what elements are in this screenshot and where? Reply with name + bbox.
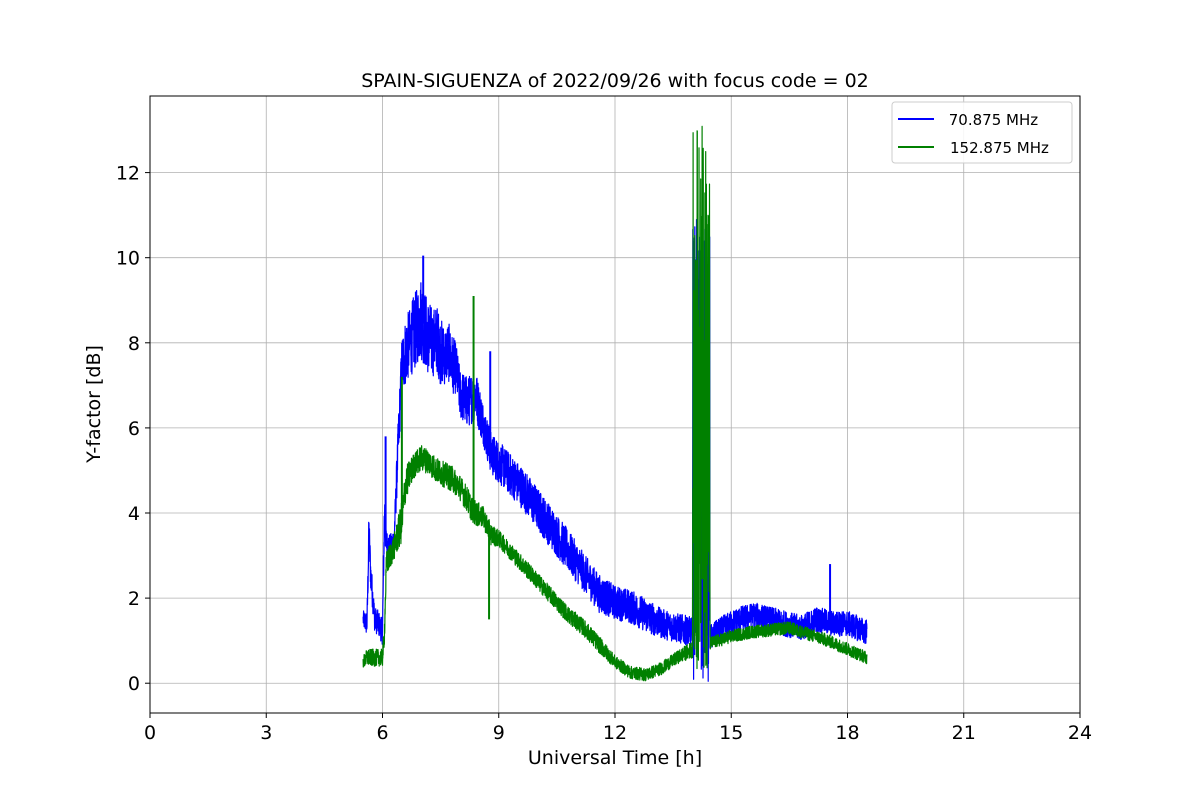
x-tick-label: 15: [719, 722, 743, 744]
y-tick-label: 10: [116, 248, 140, 270]
x-tick-label: 21: [952, 722, 976, 744]
x-tick-label: 9: [493, 722, 505, 744]
x-tick-label: 12: [603, 722, 627, 744]
y-tick-label: 4: [128, 503, 140, 525]
legend: 70.875 MHz 152.875 MHz: [891, 101, 1073, 164]
y-tick-label: 12: [116, 163, 140, 185]
x-tick-label: 6: [376, 722, 388, 744]
series-layer: [362, 125, 868, 682]
y-tick-label: 8: [128, 333, 140, 355]
y-tick-label: 2: [128, 588, 140, 610]
series-line-0: [362, 219, 868, 682]
y-tick-label: 0: [128, 673, 140, 695]
x-tick-label: 3: [260, 722, 272, 744]
legend-box: [891, 101, 1073, 164]
legend-label-152-mhz: 152.875 MHz: [950, 139, 1049, 157]
legend-label-70-mhz: 70.875 MHz: [944, 111, 1038, 129]
y-tick-label: 6: [128, 418, 140, 440]
grid: [149, 96, 1081, 713]
x-tick-label: 0: [144, 722, 156, 744]
x-axis-label: Universal Time [h]: [528, 747, 702, 769]
x-tick-label: 18: [835, 722, 859, 744]
chart-title: SPAIN-SIGUENZA of 2022/09/26 with focus …: [361, 70, 869, 92]
series-line-1: [362, 125, 868, 682]
y-axis-label: Y-factor [dB]: [83, 345, 105, 464]
x-tick-label: 24: [1068, 722, 1092, 744]
